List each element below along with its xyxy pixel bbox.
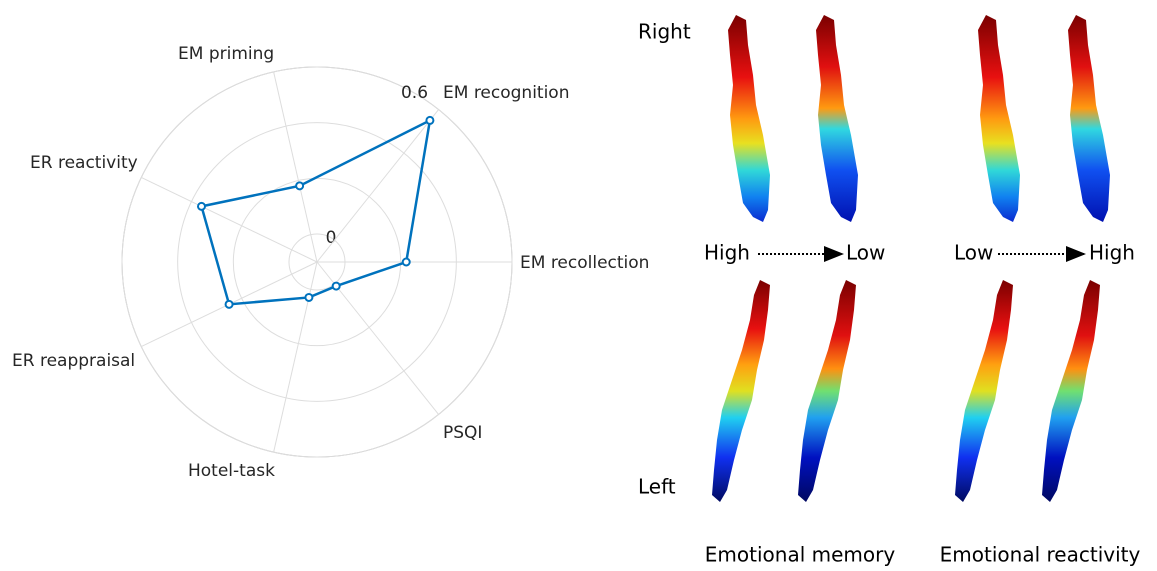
scale-from: High [704, 241, 750, 265]
axis-label: EM priming [178, 44, 274, 64]
spoke [273, 261, 318, 453]
axis-label: ER reappraisal [12, 351, 135, 371]
brain-images [712, 15, 1110, 502]
series-line [199, 118, 432, 306]
point [196, 201, 206, 211]
axis-label: EM recollection [520, 253, 649, 273]
axis-label: ER reactivity [30, 153, 138, 173]
spoke [273, 71, 318, 263]
radar-chart: 0 0.6 EM recollection EM recognition EM prim… [12, 44, 649, 481]
point [304, 292, 314, 302]
hippocampus [798, 280, 856, 502]
column-label: Emotional reactivity [940, 543, 1141, 567]
axis-label: PSQI [443, 423, 482, 443]
point [224, 299, 234, 309]
r-tick-label: 0 [326, 228, 337, 248]
hippocampus [1068, 15, 1110, 222]
point [331, 281, 341, 291]
hippocampus [1042, 280, 1100, 502]
spoke [141, 176, 318, 263]
hippocampus [712, 280, 770, 502]
hippocampus [728, 15, 770, 222]
scale-from: Low [954, 241, 993, 265]
spoke [316, 109, 439, 263]
point [425, 115, 435, 125]
row-label: Right [638, 20, 691, 44]
point [295, 181, 305, 191]
r-tick-label: 0.6 [401, 83, 428, 103]
hippocampus [978, 15, 1020, 222]
axis-label: EM recognition [443, 83, 570, 103]
hippocampus [816, 15, 858, 222]
scale-to: High [1089, 241, 1135, 265]
hippocampus [955, 280, 1013, 502]
point [401, 257, 411, 267]
axis-label: Hotel-task [188, 461, 275, 481]
row-label: Left [638, 475, 676, 499]
column-label: Emotional memory [705, 543, 896, 567]
scale-to: Low [846, 241, 885, 265]
